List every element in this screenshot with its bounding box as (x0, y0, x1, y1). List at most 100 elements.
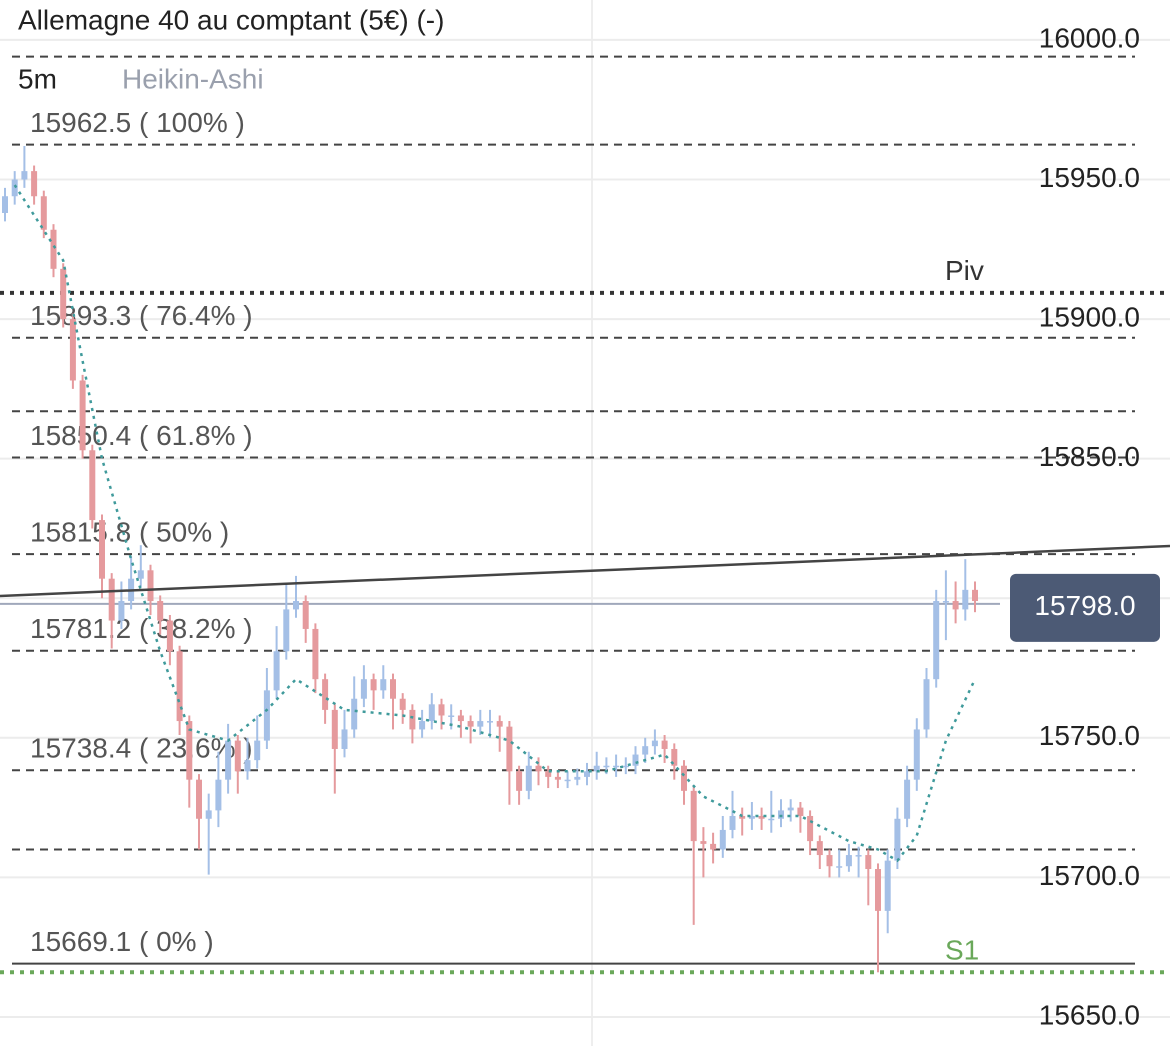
candle-body (933, 601, 940, 680)
candle-body (79, 380, 86, 451)
chart-title: Allemagne 40 au comptant (5€) (-) (18, 4, 444, 35)
candle-body (603, 765, 610, 768)
last-price-badge (1010, 573, 1160, 642)
candle-body (836, 866, 843, 868)
candle-body (506, 726, 513, 772)
candle-body (816, 841, 823, 856)
candle-body (496, 721, 503, 727)
candle-body (196, 779, 202, 819)
fib-label: 15738.4 ( 23.6% ) (30, 733, 253, 764)
y-tick-label: 15700.0 (1039, 860, 1140, 891)
candle-body (99, 520, 105, 579)
candle-body (642, 746, 649, 755)
candle-body (525, 765, 532, 791)
candle-body (487, 721, 493, 723)
candle-body (234, 740, 241, 772)
candle-body (574, 776, 581, 780)
candle-body (545, 771, 552, 777)
candle-body (516, 771, 523, 791)
candle-body (768, 818, 775, 821)
candle-body (719, 829, 726, 850)
y-tick-label: 15950.0 (1039, 162, 1140, 193)
candle-body (137, 570, 144, 579)
candle-body (855, 855, 862, 857)
candle-body (584, 771, 590, 777)
candle-body (283, 609, 290, 652)
candle-body (884, 860, 891, 911)
candle-body (60, 268, 67, 320)
candle-body (428, 704, 435, 722)
candle-body (21, 171, 28, 180)
candle-body (390, 679, 396, 699)
y-tick-label: 15850.0 (1039, 441, 1140, 472)
fib-label: 15669.1 ( 0% ) (30, 926, 214, 957)
pivot-label: S1 (945, 935, 979, 966)
candle-body (894, 818, 901, 861)
candle-body (273, 651, 280, 691)
candle-body (108, 578, 115, 621)
candle-body (205, 810, 212, 819)
candle-body (477, 721, 484, 727)
y-tick-label: 15750.0 (1039, 720, 1140, 751)
candle-body (351, 698, 358, 730)
candle-body (710, 843, 717, 850)
candle-body (186, 721, 193, 780)
candle-body (448, 715, 455, 717)
candle-body (409, 709, 416, 730)
candle-body (622, 765, 629, 768)
candle-body (787, 807, 794, 811)
candle-body (671, 748, 678, 766)
trendline (0, 544, 1170, 598)
candle-body (69, 319, 76, 381)
fib-label: 15962.5 ( 100% ) (30, 107, 245, 138)
candle-body (778, 810, 784, 819)
candle-body (875, 869, 881, 911)
candle-body (89, 450, 96, 521)
candle-body (690, 790, 697, 842)
candle-body (244, 760, 251, 772)
candle-body (302, 601, 309, 629)
y-tick-label: 15900.0 (1039, 301, 1140, 332)
fib-label: 15781.2 ( 38.2% ) (30, 613, 253, 644)
fib-label: 15815.8 ( 50% ) (30, 517, 229, 548)
candle-body (166, 620, 173, 652)
last-price-label: 15798.0 (1034, 590, 1135, 621)
candle-body (923, 679, 930, 730)
candle-body (438, 704, 445, 716)
candle-body (904, 779, 911, 819)
candle-body (681, 765, 687, 791)
candle-body (254, 740, 261, 761)
candle-body (942, 601, 949, 603)
candle-body (700, 841, 707, 844)
candle-body (807, 815, 814, 842)
candle-body (651, 740, 658, 747)
candle-body (225, 740, 232, 780)
timeframe: 5m (18, 63, 57, 94)
candle-body (729, 815, 736, 830)
candle-body (845, 855, 852, 867)
candle-body (632, 754, 639, 766)
candle-body (913, 729, 920, 780)
candle-body (535, 765, 542, 772)
candle-body (157, 601, 164, 621)
candle-body (661, 740, 668, 749)
candle-body (40, 196, 47, 230)
candle-body (865, 855, 872, 870)
candle-body (739, 815, 746, 819)
candle-body (797, 807, 804, 816)
candle-body (31, 171, 38, 197)
candle-body (322, 679, 329, 710)
candle-body (312, 628, 319, 680)
candle-body (176, 651, 183, 722)
candle-body (758, 815, 765, 819)
candle-body (341, 729, 348, 749)
candle-body (118, 601, 125, 621)
candle-body (399, 698, 406, 710)
candle-body (826, 855, 833, 867)
candle-body (360, 679, 367, 699)
plot: 15962.5 ( 100% ) 15893.3 ( 76.4% ) 15850.4… (0, 38, 1170, 1018)
y-tick-label: 15650.0 (1039, 999, 1140, 1030)
candle-body (593, 765, 600, 772)
candle-body (2, 196, 8, 213)
